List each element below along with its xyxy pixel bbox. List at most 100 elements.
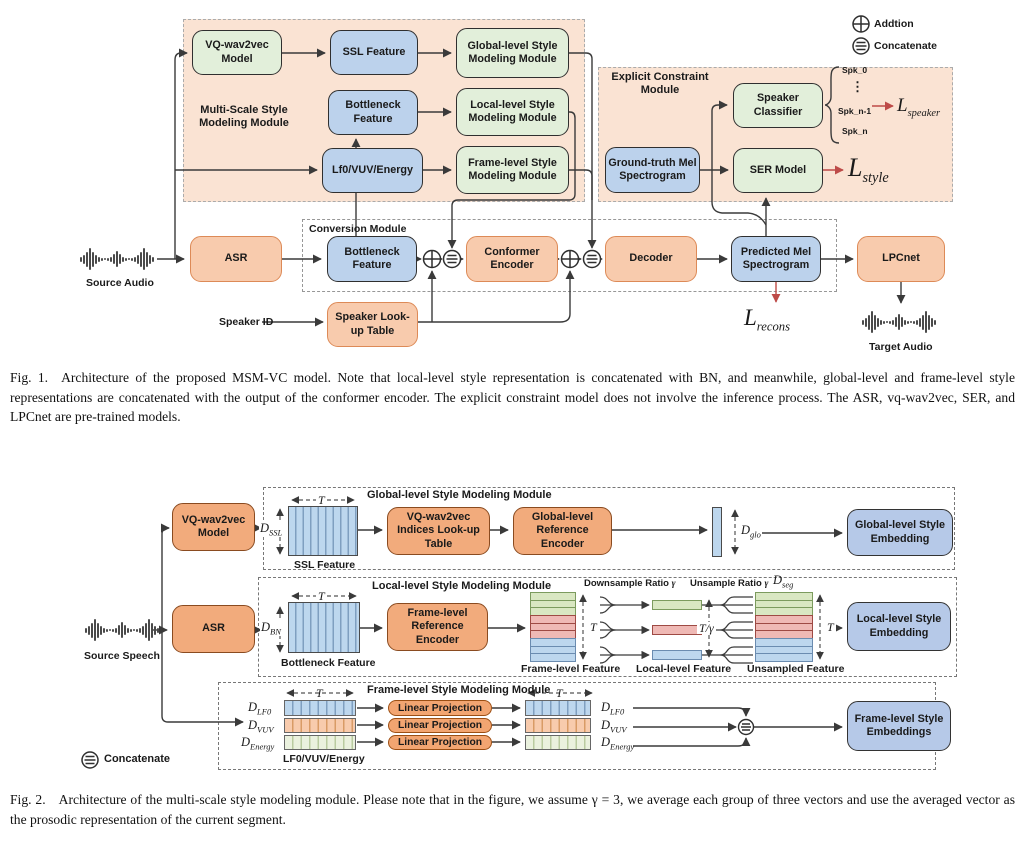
frame-module-title: Frame-level Style Modeling Module bbox=[367, 684, 551, 696]
global-embedding-vector bbox=[712, 507, 722, 557]
target-audio-label: Target Audio bbox=[869, 341, 933, 353]
d-vuv-label: DVUV bbox=[601, 718, 627, 735]
concatenate-legend-icon bbox=[81, 751, 99, 769]
frame-style-module-node: Frame-level Style Modeling Module bbox=[456, 146, 569, 194]
frame-level-feature-matrix bbox=[530, 592, 576, 663]
fig1-caption-tag: Fig. 1. bbox=[10, 370, 49, 385]
conversion-module-title: Conversion Module bbox=[309, 223, 407, 235]
conformer-encoder-node: Conformer Encoder bbox=[466, 236, 558, 282]
decoder-node: Decoder bbox=[605, 236, 697, 282]
d-lf0-label: DLF0 bbox=[248, 700, 272, 717]
spk-n1-label: Spk_n-1 bbox=[838, 106, 872, 116]
legend-addition-label: Addtion bbox=[874, 18, 914, 30]
global-module-title: Global-level Style Modeling Module bbox=[367, 489, 552, 501]
ecm-title: Explicit Constraint Module bbox=[611, 71, 709, 97]
concat-icon bbox=[737, 718, 755, 736]
ssl-feature-matrix bbox=[288, 506, 358, 556]
source-speech-waveform-icon bbox=[85, 614, 159, 646]
local-module-title: Local-level Style Modeling Module bbox=[372, 580, 552, 592]
local-style-embedding-node: Local-level Style Embedding bbox=[847, 602, 951, 651]
spk-dots: ⋮ bbox=[851, 79, 864, 94]
fig2-legend-concatenate-label: Concatenate bbox=[104, 753, 171, 765]
d-vuv-label: DVUV bbox=[248, 718, 274, 735]
concat-icon bbox=[582, 249, 602, 269]
spk-n-label: Spk_n bbox=[842, 126, 868, 136]
lf0-vuv-energy-label: LF0/VUV/Energy bbox=[283, 753, 365, 765]
local-feature-bar-green bbox=[652, 600, 702, 610]
ssl-feature-node: SSL Feature bbox=[330, 30, 418, 75]
source-speech-label: Source Speech bbox=[84, 650, 160, 662]
local-level-feature-label: Local-level Feature bbox=[636, 663, 732, 675]
d-energy-label: DEnergy bbox=[241, 735, 275, 752]
speaker-lookup-node: Speaker Look-up Table bbox=[327, 302, 418, 347]
local-feature-bar-blue bbox=[652, 650, 702, 660]
frame-reference-encoder-node: Frame-level Reference Encoder bbox=[387, 603, 488, 651]
linear-projection-node: Linear Projection bbox=[388, 718, 492, 733]
addition-legend-icon bbox=[852, 15, 870, 33]
loss-recons-label: Lrecons bbox=[744, 305, 791, 334]
linear-projection-node: Linear Projection bbox=[388, 735, 492, 750]
msm-module-title: Multi-Scale Style Modeling Module bbox=[199, 104, 289, 130]
global-style-embedding-node: Global-level Style Embedding bbox=[847, 509, 953, 556]
linear-projection-node: Linear Projection bbox=[388, 700, 492, 716]
fig2-asr-node: ASR bbox=[172, 605, 255, 653]
frame-style-embeddings-node: Frame-level Style Embeddings bbox=[847, 701, 951, 751]
concatenate-legend-icon bbox=[852, 37, 870, 55]
lpcnet-node: LPCnet bbox=[857, 236, 945, 282]
target-audio-waveform-icon bbox=[862, 307, 936, 337]
d-seg-label: Dseg bbox=[773, 573, 794, 590]
unsampled-feature-matrix bbox=[755, 592, 813, 663]
energy-bar-left bbox=[284, 735, 356, 750]
add-icon bbox=[422, 249, 442, 269]
loss-style-label: Lstyle bbox=[848, 153, 889, 187]
d-energy-label: DEnergy bbox=[601, 735, 635, 752]
t-label: T bbox=[316, 686, 323, 700]
spk-0-label: Spk_0 bbox=[842, 65, 868, 75]
vq-wav2vec-model-node: VQ-wav2vec Model bbox=[192, 30, 282, 75]
t-label: T bbox=[316, 493, 327, 507]
fig2-caption: Fig. 2. Architecture of the multi-scale s… bbox=[10, 790, 1015, 829]
local-style-module-node: Local-level Style Modeling Module bbox=[456, 88, 569, 136]
bottleneck-feature-node: Bottleneck Feature bbox=[328, 90, 418, 135]
t-label: T bbox=[825, 620, 836, 634]
legend-concatenate-label: Concatenate bbox=[874, 40, 938, 52]
add-icon bbox=[560, 249, 580, 269]
d-ssl-label: DSSL bbox=[259, 521, 284, 538]
ser-model-node: SER Model bbox=[733, 148, 823, 193]
d-bn-label: DBN bbox=[260, 620, 282, 637]
d-lf0-label: DLF0 bbox=[601, 700, 625, 717]
vuv-bar-right bbox=[525, 718, 591, 733]
local-feature-bar-red bbox=[652, 625, 702, 635]
unsample-ratio-label: Unsample Ratio γ bbox=[690, 578, 769, 589]
fig1-caption-text: Architecture of the proposed MSM-VC mode… bbox=[10, 370, 1015, 425]
t-label: T bbox=[556, 686, 563, 700]
lf0-vuv-energy-node: Lf0/VUV/Energy bbox=[322, 148, 423, 193]
lf0-bar-right bbox=[525, 700, 591, 716]
lf0-bar-left bbox=[284, 700, 356, 716]
t-label: T bbox=[588, 620, 599, 634]
loss-speaker-label: Lspeaker bbox=[897, 95, 941, 119]
source-audio-label: Source Audio bbox=[86, 277, 154, 289]
fig2-caption-tag: Fig. 2. bbox=[10, 792, 46, 807]
bottleneck-feature-matrix bbox=[288, 602, 360, 653]
fig2-caption-text: Architecture of the multi-scale style mo… bbox=[10, 792, 1015, 827]
global-reference-encoder-node: Global-level Reference Encoder bbox=[513, 507, 612, 555]
ssl-feature-label: SSL Feature bbox=[294, 559, 356, 571]
unsampled-feature-label: Unsampled Feature bbox=[747, 663, 845, 675]
speaker-classifier-node: Speaker Classifier bbox=[733, 83, 823, 128]
t-over-gamma-label: T/γ bbox=[697, 621, 716, 635]
vuv-bar-left bbox=[284, 718, 356, 733]
fig1-caption: Fig. 1. Architecture of the proposed MSM-… bbox=[10, 368, 1015, 427]
downsample-ratio-label: Downsample Ratio γ bbox=[584, 578, 676, 589]
energy-bar-right bbox=[525, 735, 591, 750]
fig2-vq-wav2vec-node: VQ-wav2vec Model bbox=[172, 503, 255, 551]
source-audio-waveform-icon bbox=[80, 244, 154, 274]
conversion-bottleneck-node: Bottleneck Feature bbox=[327, 236, 417, 282]
speaker-id-label: Speaker ID bbox=[219, 316, 274, 328]
frame-level-feature-label: Frame-level Feature bbox=[521, 663, 621, 675]
bottleneck-feature-label: Bottleneck Feature bbox=[281, 657, 376, 669]
ground-truth-mel-node: Ground-truth Mel Spectrogram bbox=[605, 147, 700, 193]
predicted-mel-node: Predicted Mel Spectrogram bbox=[731, 236, 821, 282]
vq-indices-lookup-node: VQ-wav2vec Indices Look-up Table bbox=[387, 507, 490, 555]
